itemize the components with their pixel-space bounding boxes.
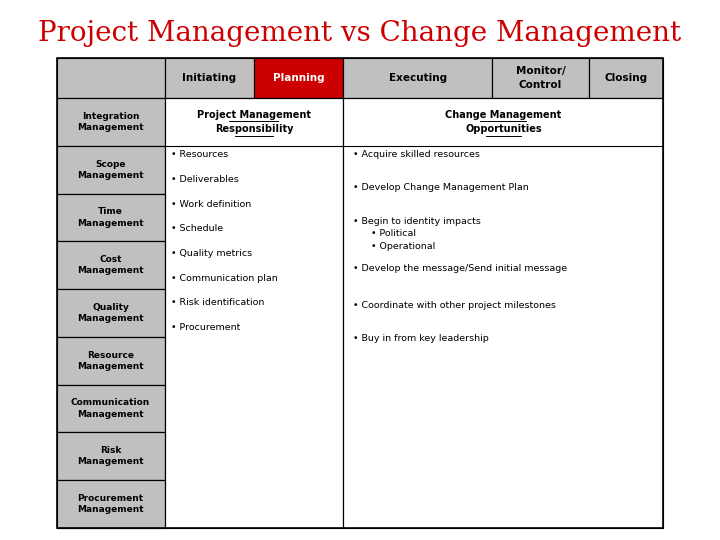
Text: Monitor/
Control: Monitor/ Control: [516, 66, 565, 90]
Bar: [57, 480, 165, 528]
Text: Time
Management: Time Management: [77, 207, 144, 227]
Text: • Acquire skilled resources: • Acquire skilled resources: [353, 150, 480, 159]
Text: Scope
Management: Scope Management: [77, 160, 144, 180]
Text: Responsibility: Responsibility: [215, 124, 293, 134]
Bar: [57, 433, 165, 480]
Bar: [57, 194, 165, 241]
Text: Executing: Executing: [389, 73, 447, 83]
Text: • Buy in from key leadership: • Buy in from key leadership: [353, 334, 488, 343]
Text: Project Management vs Change Management: Project Management vs Change Management: [38, 20, 682, 47]
Bar: [343, 58, 492, 98]
Text: • Schedule: • Schedule: [171, 224, 223, 233]
Text: • Begin to identity impacts
      • Political
      • Operational: • Begin to identity impacts • Political …: [353, 217, 481, 251]
Bar: [589, 58, 663, 98]
Text: Change Management: Change Management: [445, 110, 562, 120]
Text: Communication
Management: Communication Management: [71, 399, 150, 418]
Text: Project Management: Project Management: [197, 110, 311, 120]
Text: Opportunities: Opportunities: [465, 124, 541, 134]
Text: Cost
Management: Cost Management: [77, 255, 144, 275]
Bar: [165, 98, 343, 528]
Text: Planning: Planning: [273, 73, 325, 83]
Text: • Resources: • Resources: [171, 150, 228, 159]
Bar: [492, 58, 589, 98]
Text: Quality
Management: Quality Management: [77, 303, 144, 323]
Bar: [57, 241, 165, 289]
Bar: [254, 58, 343, 98]
Text: • Risk identification: • Risk identification: [171, 299, 264, 307]
Bar: [57, 58, 663, 528]
Bar: [343, 98, 663, 528]
Text: • Communication plan: • Communication plan: [171, 274, 278, 283]
Text: • Develop the message/Send initial message: • Develop the message/Send initial messa…: [353, 264, 567, 273]
Text: Resource
Management: Resource Management: [77, 350, 144, 371]
Text: • Deliverables: • Deliverables: [171, 175, 238, 184]
Bar: [57, 384, 165, 433]
Text: • Coordinate with other project milestones: • Coordinate with other project mileston…: [353, 301, 556, 309]
Text: Procurement
Management: Procurement Management: [77, 494, 144, 514]
Bar: [57, 146, 165, 194]
Text: • Work definition: • Work definition: [171, 200, 251, 208]
Text: Initiating: Initiating: [182, 73, 236, 83]
Bar: [57, 58, 165, 98]
Bar: [165, 58, 254, 98]
Bar: [57, 289, 165, 337]
Text: • Procurement: • Procurement: [171, 323, 240, 332]
Bar: [57, 337, 165, 384]
Text: Closing: Closing: [605, 73, 648, 83]
Bar: [57, 98, 165, 146]
Text: Risk
Management: Risk Management: [77, 446, 144, 466]
Text: Integration
Management: Integration Management: [77, 112, 144, 132]
Text: • Quality metrics: • Quality metrics: [171, 249, 252, 258]
Text: • Develop Change Management Plan: • Develop Change Management Plan: [353, 184, 528, 192]
